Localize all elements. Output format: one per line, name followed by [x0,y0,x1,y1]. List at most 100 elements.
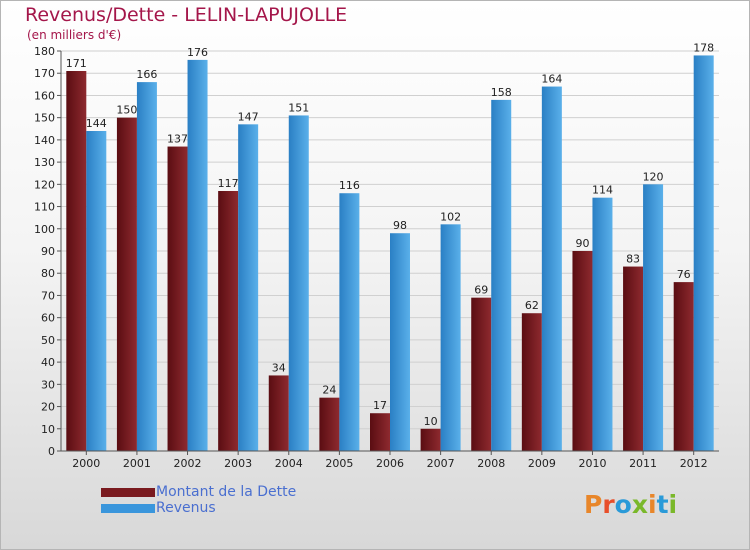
y-tick-label: 30 [41,378,55,391]
value-label-debt: 17 [373,399,387,412]
value-label-revenue: 178 [693,41,714,54]
legend-label-revenue: Revenus [156,500,216,516]
bar-debt [673,282,694,451]
bar-debt [116,117,137,452]
legend-swatch-debt [101,488,155,497]
chart-subtitle: (en milliers d'€) [27,28,122,42]
bar-revenue [440,224,461,451]
bar-revenue [643,184,664,452]
value-label-revenue: 102 [440,210,461,223]
bar-revenue [390,233,410,451]
value-label-revenue: 151 [288,101,309,114]
x-tick-label: 2007 [427,457,455,470]
x-tick-label: 2008 [477,457,505,470]
y-tick-label: 120 [34,178,55,191]
value-label-debt: 150 [116,104,137,117]
bar-debt [370,413,390,451]
logo-letter: o [614,490,632,519]
value-label-debt: 117 [218,177,239,190]
y-tick-label: 0 [48,445,55,458]
bar-revenue [592,197,613,451]
value-label-revenue: 98 [393,219,407,232]
value-label-revenue: 116 [339,179,360,192]
value-label-revenue: 158 [491,86,512,99]
chart-title: Revenus/Dette - LELIN-LAPUJOLLE [25,4,348,26]
logo-letter: i [668,490,678,519]
x-tick-label: 2003 [224,457,252,470]
bars [66,55,714,452]
bar-revenue [491,99,512,451]
value-label-revenue: 147 [238,110,259,123]
bar-debt [623,266,644,451]
bar-debt [420,428,441,451]
value-label-revenue: 120 [643,170,664,183]
y-tick-label: 160 [34,89,55,102]
y-tick-label: 110 [34,201,55,214]
bar-revenue [693,55,714,451]
x-tick-label: 2011 [629,457,657,470]
logo-letter: x [631,490,648,519]
value-label-debt: 76 [677,268,691,281]
value-label-debt: 34 [272,361,286,374]
value-label-revenue: 164 [541,73,562,86]
y-tick-label: 130 [34,156,55,169]
y-tick-label: 60 [41,312,55,325]
bar-revenue [86,131,107,451]
y-tick-label: 10 [41,423,55,436]
value-label-debt: 62 [525,299,539,312]
y-tick-label: 20 [41,401,55,414]
y-tick-label: 140 [34,134,55,147]
y-tick-label: 90 [41,245,55,258]
value-label-revenue: 166 [136,68,157,81]
proxiti-logo: Proxiti [584,490,677,519]
logo-letter: t [656,490,669,519]
bar-debt [319,397,340,451]
bar-debt [521,313,542,451]
value-label-debt: 90 [575,237,589,250]
logo-letter: P [584,490,603,519]
y-tick-label: 180 [34,45,55,58]
x-tick-label: 2012 [680,457,708,470]
legend-swatch-revenue [101,504,155,513]
bar-revenue [187,59,208,452]
logo-letter: r [602,490,615,519]
bar-revenue [541,86,562,452]
x-tick-label: 2009 [528,457,556,470]
value-labels: 171 144 150 166 137 176 117 147 34 151 24 116 17 98 10… [66,41,714,427]
bar-debt [268,375,289,451]
bar-revenue [238,124,259,451]
x-tick-label: 2005 [325,457,353,470]
value-label-debt: 83 [626,253,640,266]
y-tick-label: 70 [41,289,55,302]
x-tick-label: 2004 [275,457,303,470]
x-tick-label: 2000 [72,457,100,470]
y-tick-label: 50 [41,334,55,347]
bar-debt [471,297,492,451]
x-tick-label: 2010 [578,457,606,470]
bar-debt [167,146,188,452]
logo-letter: i [648,490,657,519]
x-tick-label: 2001 [123,457,151,470]
axes: 0 10 20 30 40 50 60 70 80 90 100 110 120 130 140 150 160… [34,45,719,470]
value-label-debt: 137 [167,133,188,146]
value-label-debt: 69 [474,284,488,297]
bar-revenue [288,115,309,451]
value-label-revenue: 114 [592,184,613,197]
value-label-debt: 24 [322,384,336,397]
bar-revenue [339,193,360,451]
bar-debt [572,251,593,451]
y-tick-label: 40 [41,356,55,369]
x-tick-label: 2006 [376,457,404,470]
legend-label-debt: Montant de la Dette [156,484,297,500]
value-label-revenue: 176 [187,46,208,59]
x-tick-label: 2002 [174,457,202,470]
y-tick-label: 170 [34,67,55,80]
y-tick-label: 150 [34,112,55,125]
value-label-debt: 171 [66,57,87,70]
value-label-debt: 10 [424,415,438,428]
value-label-revenue: 144 [86,117,107,130]
y-tick-label: 100 [34,223,55,236]
bar-revenue [136,82,157,451]
